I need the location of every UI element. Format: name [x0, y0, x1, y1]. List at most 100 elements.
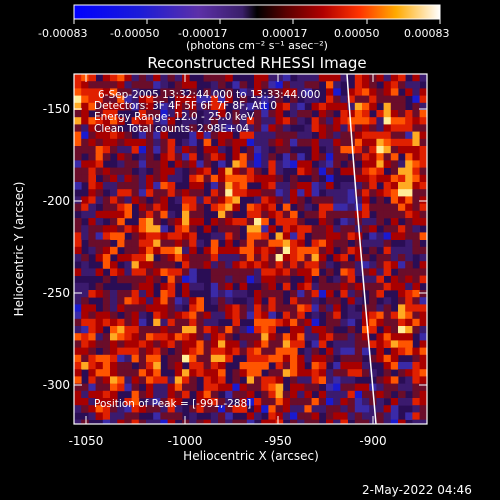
heatmap-pixel	[318, 153, 327, 161]
heatmap-pixel	[412, 95, 420, 104]
heatmap-pixel	[225, 398, 233, 406]
heatmap-pixel	[419, 268, 427, 276]
heatmap-pixel	[340, 218, 348, 226]
heatmap-pixel	[376, 318, 384, 327]
heatmap-pixel	[376, 74, 384, 82]
heatmap-pixel	[304, 254, 312, 262]
heatmap-pixel	[88, 225, 96, 233]
heatmap-pixel	[254, 347, 262, 356]
heatmap-pixel	[297, 110, 305, 118]
plot-frame	[73, 73, 428, 425]
heatmap-pixel	[390, 124, 399, 132]
heatmap-pixel	[225, 333, 233, 341]
heatmap-pixel	[110, 340, 118, 348]
heatmap-pixel	[153, 390, 161, 399]
heatmap-pixel	[412, 203, 420, 212]
info-clean-counts: Clean Total counts: 2.98E+04	[94, 123, 249, 135]
heatmap-pixel	[210, 261, 219, 269]
heatmap-pixel	[110, 326, 118, 334]
heatmap-pixel	[225, 390, 233, 399]
heatmap-pixel	[376, 95, 384, 104]
heatmap-pixel	[261, 182, 269, 190]
heatmap-pixel	[290, 182, 298, 190]
heatmap-pixel	[138, 232, 147, 240]
heatmap-pixel	[88, 117, 96, 125]
heatmap-pixel	[182, 297, 190, 305]
heatmap-pixel	[318, 304, 327, 312]
heatmap-pixel	[225, 167, 233, 176]
heatmap-pixel	[95, 282, 104, 291]
heatmap-pixel	[153, 218, 161, 226]
heatmap-pixel	[383, 81, 392, 89]
heatmap-pixel	[131, 117, 140, 125]
heatmap-pixel	[398, 362, 406, 370]
heatmap-pixel	[210, 362, 219, 370]
heatmap-pixel	[275, 74, 284, 82]
heatmap-pixel	[354, 81, 363, 89]
heatmap-pixel	[290, 390, 298, 399]
heatmap-pixel	[174, 326, 183, 334]
heatmap-pixel	[398, 275, 406, 284]
heatmap-pixel	[189, 182, 197, 190]
heatmap-pixel	[268, 354, 276, 363]
heatmap-pixel	[311, 304, 320, 312]
heatmap-pixel	[117, 340, 125, 348]
heatmap-pixel	[268, 74, 276, 82]
heatmap-pixel	[146, 369, 154, 377]
heatmap-pixel	[369, 218, 377, 226]
heatmap-pixel	[225, 210, 233, 219]
heatmap-pixel	[376, 268, 384, 276]
heatmap-pixel	[138, 146, 147, 154]
heatmap-pixel	[261, 318, 269, 327]
heatmap-pixel	[196, 333, 204, 341]
heatmap-pixel	[369, 102, 377, 111]
heatmap-pixel	[383, 311, 392, 320]
heatmap-pixel	[347, 210, 356, 219]
x-tick-label: -1000	[168, 434, 203, 448]
heatmap-pixel	[117, 203, 125, 212]
heatmap-pixel	[131, 297, 140, 305]
heatmap-pixel	[88, 182, 96, 190]
heatmap-pixel	[160, 74, 168, 82]
heatmap-pixel	[376, 138, 384, 147]
heatmap-pixel	[138, 318, 147, 327]
heatmap-pixel	[326, 210, 334, 219]
heatmap-pixel	[239, 254, 248, 262]
heatmap-pixel	[254, 203, 262, 212]
heatmap-pixel	[311, 239, 320, 248]
heatmap-pixel	[246, 167, 255, 176]
heatmap-pixel	[311, 340, 320, 348]
heatmap-pixel	[383, 210, 392, 219]
heatmap-pixel	[153, 376, 161, 384]
heatmap-pixel	[275, 218, 284, 226]
heatmap-pixel	[124, 246, 132, 255]
heatmap-pixel	[124, 189, 132, 197]
heatmap-pixel	[146, 362, 154, 370]
heatmap-pixel	[210, 153, 219, 161]
heatmap-pixel	[297, 354, 305, 363]
heatmap-pixel	[160, 232, 168, 240]
heatmap-pixel	[102, 275, 111, 284]
heatmap-pixel	[390, 405, 399, 413]
heatmap-pixel	[95, 210, 104, 219]
heatmap-pixel	[426, 354, 427, 363]
heatmap-pixel	[326, 110, 334, 118]
x-tick-label: -900	[359, 434, 386, 448]
heatmap-pixel	[174, 153, 183, 161]
heatmap-pixel	[232, 369, 240, 377]
heatmap-pixel	[405, 398, 413, 406]
heatmap-pixel	[102, 117, 111, 125]
heatmap-pixel	[390, 225, 399, 233]
heatmap-pixel	[290, 239, 298, 248]
heatmap-pixel	[131, 102, 140, 111]
heatmap-pixel	[124, 138, 132, 147]
heatmap-pixel	[369, 81, 377, 89]
heatmap-pixel	[189, 153, 197, 161]
heatmap-pixel	[153, 131, 161, 140]
heatmap-pixel	[232, 102, 240, 111]
heatmap-pixel	[189, 318, 197, 327]
heatmap-pixel	[347, 232, 356, 240]
heatmap-pixel	[81, 210, 89, 219]
heatmap-pixel	[369, 124, 377, 132]
heatmap-pixel	[102, 153, 111, 161]
